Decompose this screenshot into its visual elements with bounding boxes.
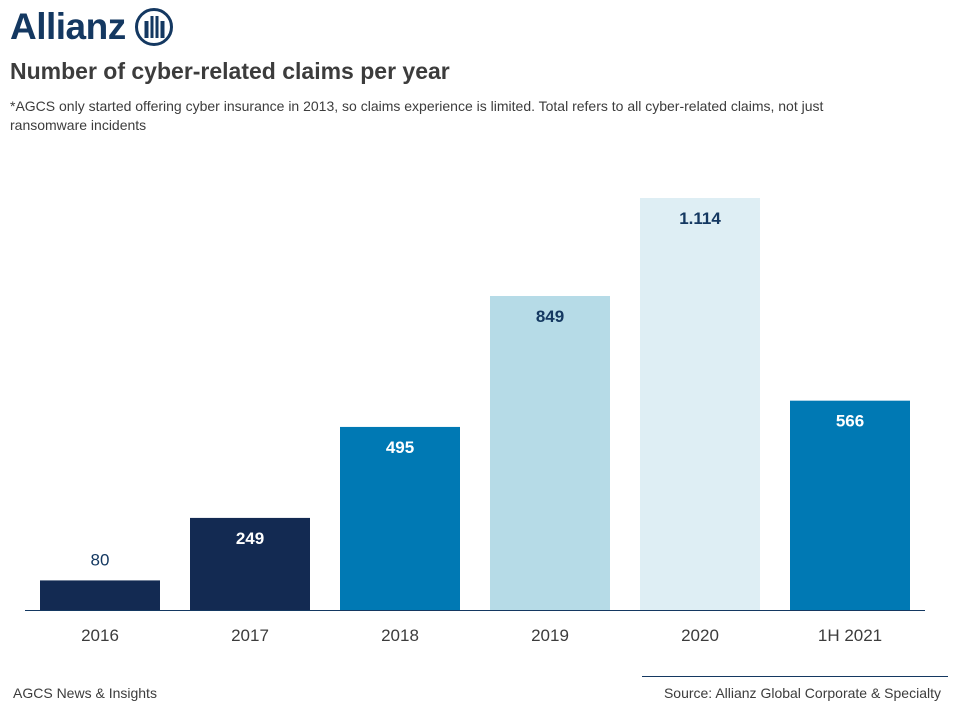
x-tick-label-5: 1H 2021 [818, 626, 882, 645]
bar-3 [490, 296, 610, 610]
x-tick-label-0: 2016 [81, 626, 119, 645]
data-label-0: 80 [91, 550, 110, 569]
chart-title: Number of cyber-related claims per year [10, 58, 450, 84]
bar-2 [340, 426, 460, 610]
allianz-eagle-icon [134, 8, 173, 46]
bar-4 [640, 198, 760, 610]
x-tick-label-2: 2018 [381, 626, 419, 645]
data-label-5: 566 [836, 412, 864, 431]
x-tick-label-1: 2017 [231, 626, 269, 645]
footer-publisher: AGCS News & Insights [13, 685, 157, 701]
data-label-1: 249 [236, 529, 264, 548]
x-tick-label-4: 2020 [681, 626, 719, 645]
data-label-3: 849 [536, 307, 564, 326]
chart-subtitle: *AGCS only started offering cyber insura… [10, 98, 824, 133]
data-label-4: 1.114 [679, 209, 721, 228]
allianz-logo: Allianz [10, 4, 174, 50]
bar-1 [190, 517, 310, 610]
bar-5 [790, 400, 910, 610]
footer-source: Source: Allianz Global Corporate & Speci… [663, 685, 941, 701]
data-label-2: 495 [386, 438, 414, 457]
bar-0 [40, 580, 160, 610]
brand-name: Allianz [10, 6, 126, 47]
footer-divider [642, 676, 948, 677]
x-tick-label-3: 2019 [531, 626, 569, 645]
